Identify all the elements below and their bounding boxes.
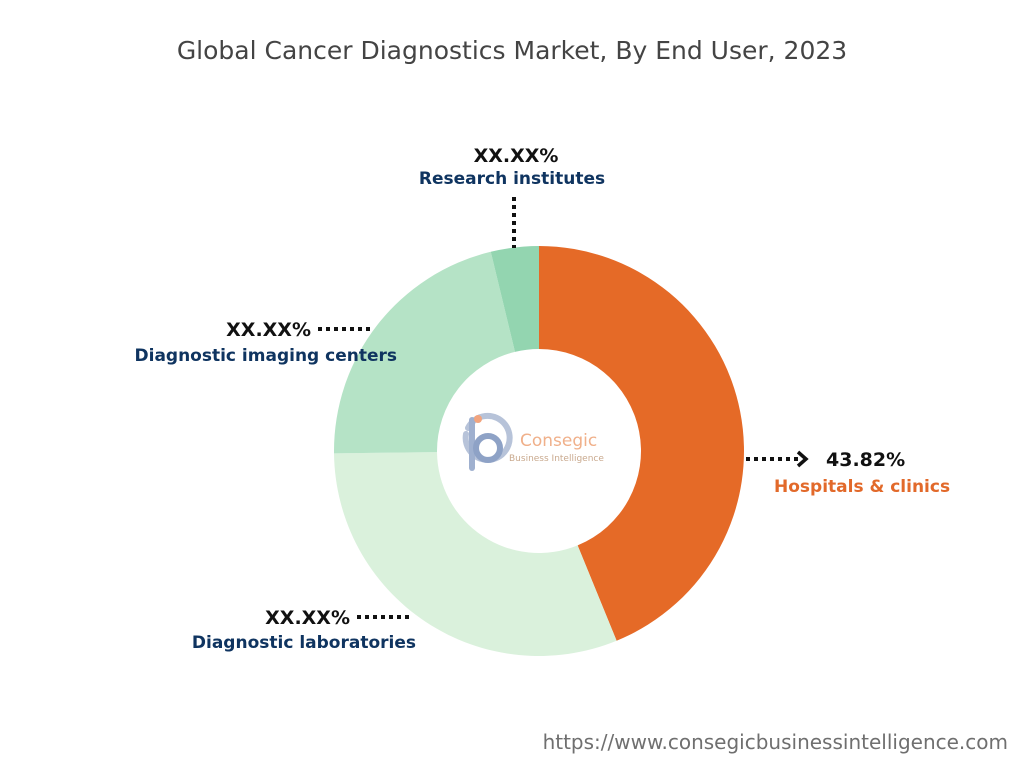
- pct-hospitals: 43.82%: [826, 449, 905, 471]
- label-hospitals: Hospitals & clinics: [774, 477, 950, 497]
- leader-arrow: [796, 450, 809, 468]
- slice-diagnostic-imaging-centers: [334, 251, 516, 454]
- pct-imaging: XX.XX%: [226, 319, 311, 341]
- label-research: Research institutes: [419, 169, 605, 189]
- slice-research-institutes: [490, 246, 539, 352]
- pct-research: XX.XX%: [474, 145, 559, 167]
- pct-labs: XX.XX%: [265, 607, 350, 629]
- slice-diagnostic-laboratories: [334, 452, 617, 657]
- logo-icon: [462, 412, 513, 471]
- chart-title: Global Cancer Diagnostics Market, By End…: [176, 36, 848, 65]
- label-imaging: Diagnostic imaging centers: [135, 346, 398, 366]
- slice-hospitals-clinics: [539, 246, 744, 641]
- center-logo: Consegic Business Intelligence: [462, 412, 604, 471]
- donut-slices: [334, 246, 744, 657]
- logo-tagline: Business Intelligence: [509, 454, 604, 464]
- source-url[interactable]: https://www.consegicbusinessintelligence…: [542, 730, 1008, 754]
- logo-name: Consegic: [520, 431, 597, 451]
- label-labs: Diagnostic laboratories: [192, 633, 416, 653]
